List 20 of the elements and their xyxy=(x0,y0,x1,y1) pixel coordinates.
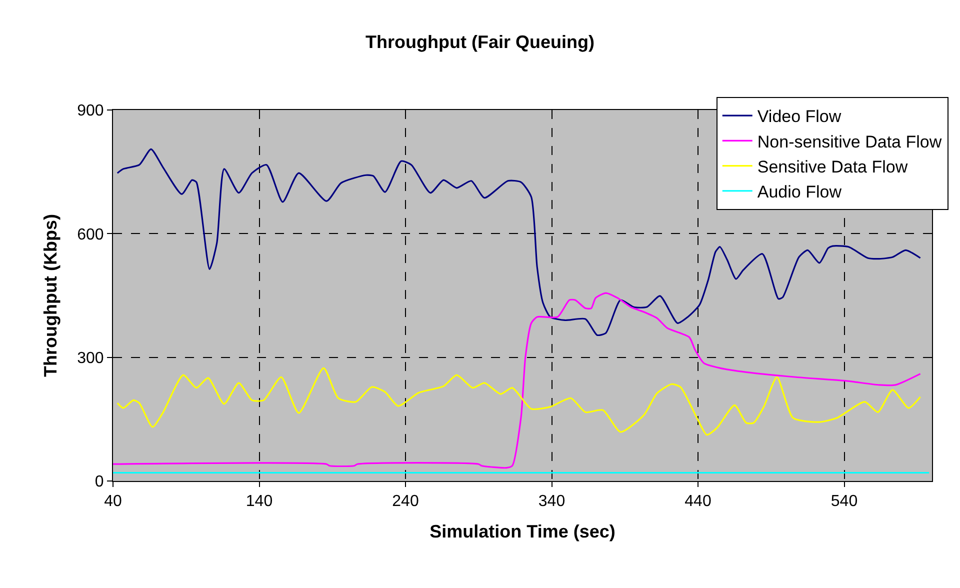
legend-label: Audio Flow xyxy=(757,182,842,202)
x-tick-label: 440 xyxy=(684,493,712,510)
legend-label: Video Flow xyxy=(757,107,842,126)
x-tick-label: 540 xyxy=(830,493,858,510)
legend-label: Non-sensitive Data Flow xyxy=(757,132,942,152)
y-tick-label: 0 xyxy=(94,474,104,491)
y-tick-label: 600 xyxy=(77,226,104,244)
line-series xyxy=(113,292,922,469)
y-axis-title: Throughput (Kbps) xyxy=(40,214,60,377)
line-series xyxy=(116,148,922,336)
chart-title: Throughput (Fair Queuing) xyxy=(366,32,594,52)
x-tick-label: 40 xyxy=(104,493,122,510)
x-tick-label: 240 xyxy=(392,493,419,510)
y-tick-label: 900 xyxy=(77,102,104,120)
y-tick-label: 300 xyxy=(77,350,104,367)
x-axis-title: Simulation Time (sec) xyxy=(430,521,616,542)
line-series xyxy=(116,367,922,436)
x-tick-label: 140 xyxy=(246,493,273,510)
legend-label: Sensitive Data Flow xyxy=(757,157,908,176)
x-tick-label: 340 xyxy=(538,493,566,510)
